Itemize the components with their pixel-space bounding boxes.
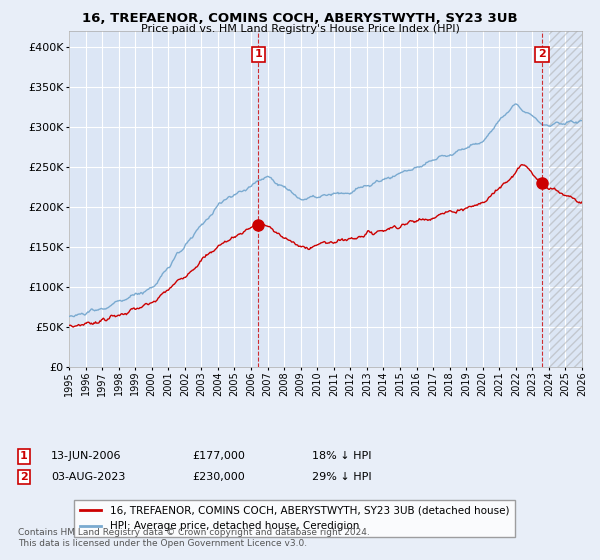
- Text: 29% ↓ HPI: 29% ↓ HPI: [312, 472, 371, 482]
- Text: 2: 2: [538, 49, 546, 59]
- Text: 18% ↓ HPI: 18% ↓ HPI: [312, 451, 371, 461]
- Text: 16, TREFAENOR, COMINS COCH, ABERYSTWYTH, SY23 3UB: 16, TREFAENOR, COMINS COCH, ABERYSTWYTH,…: [82, 12, 518, 25]
- Text: 1: 1: [254, 49, 262, 59]
- Text: 1: 1: [20, 451, 28, 461]
- Text: £177,000: £177,000: [192, 451, 245, 461]
- Text: £230,000: £230,000: [192, 472, 245, 482]
- Legend: 16, TREFAENOR, COMINS COCH, ABERYSTWYTH, SY23 3UB (detached house), HPI: Average: 16, TREFAENOR, COMINS COCH, ABERYSTWYTH,…: [74, 500, 515, 538]
- Text: 13-JUN-2006: 13-JUN-2006: [51, 451, 121, 461]
- Text: 2: 2: [20, 472, 28, 482]
- Text: 03-AUG-2023: 03-AUG-2023: [51, 472, 125, 482]
- Text: Contains HM Land Registry data © Crown copyright and database right 2024.
This d: Contains HM Land Registry data © Crown c…: [18, 528, 370, 548]
- Text: Price paid vs. HM Land Registry's House Price Index (HPI): Price paid vs. HM Land Registry's House …: [140, 24, 460, 34]
